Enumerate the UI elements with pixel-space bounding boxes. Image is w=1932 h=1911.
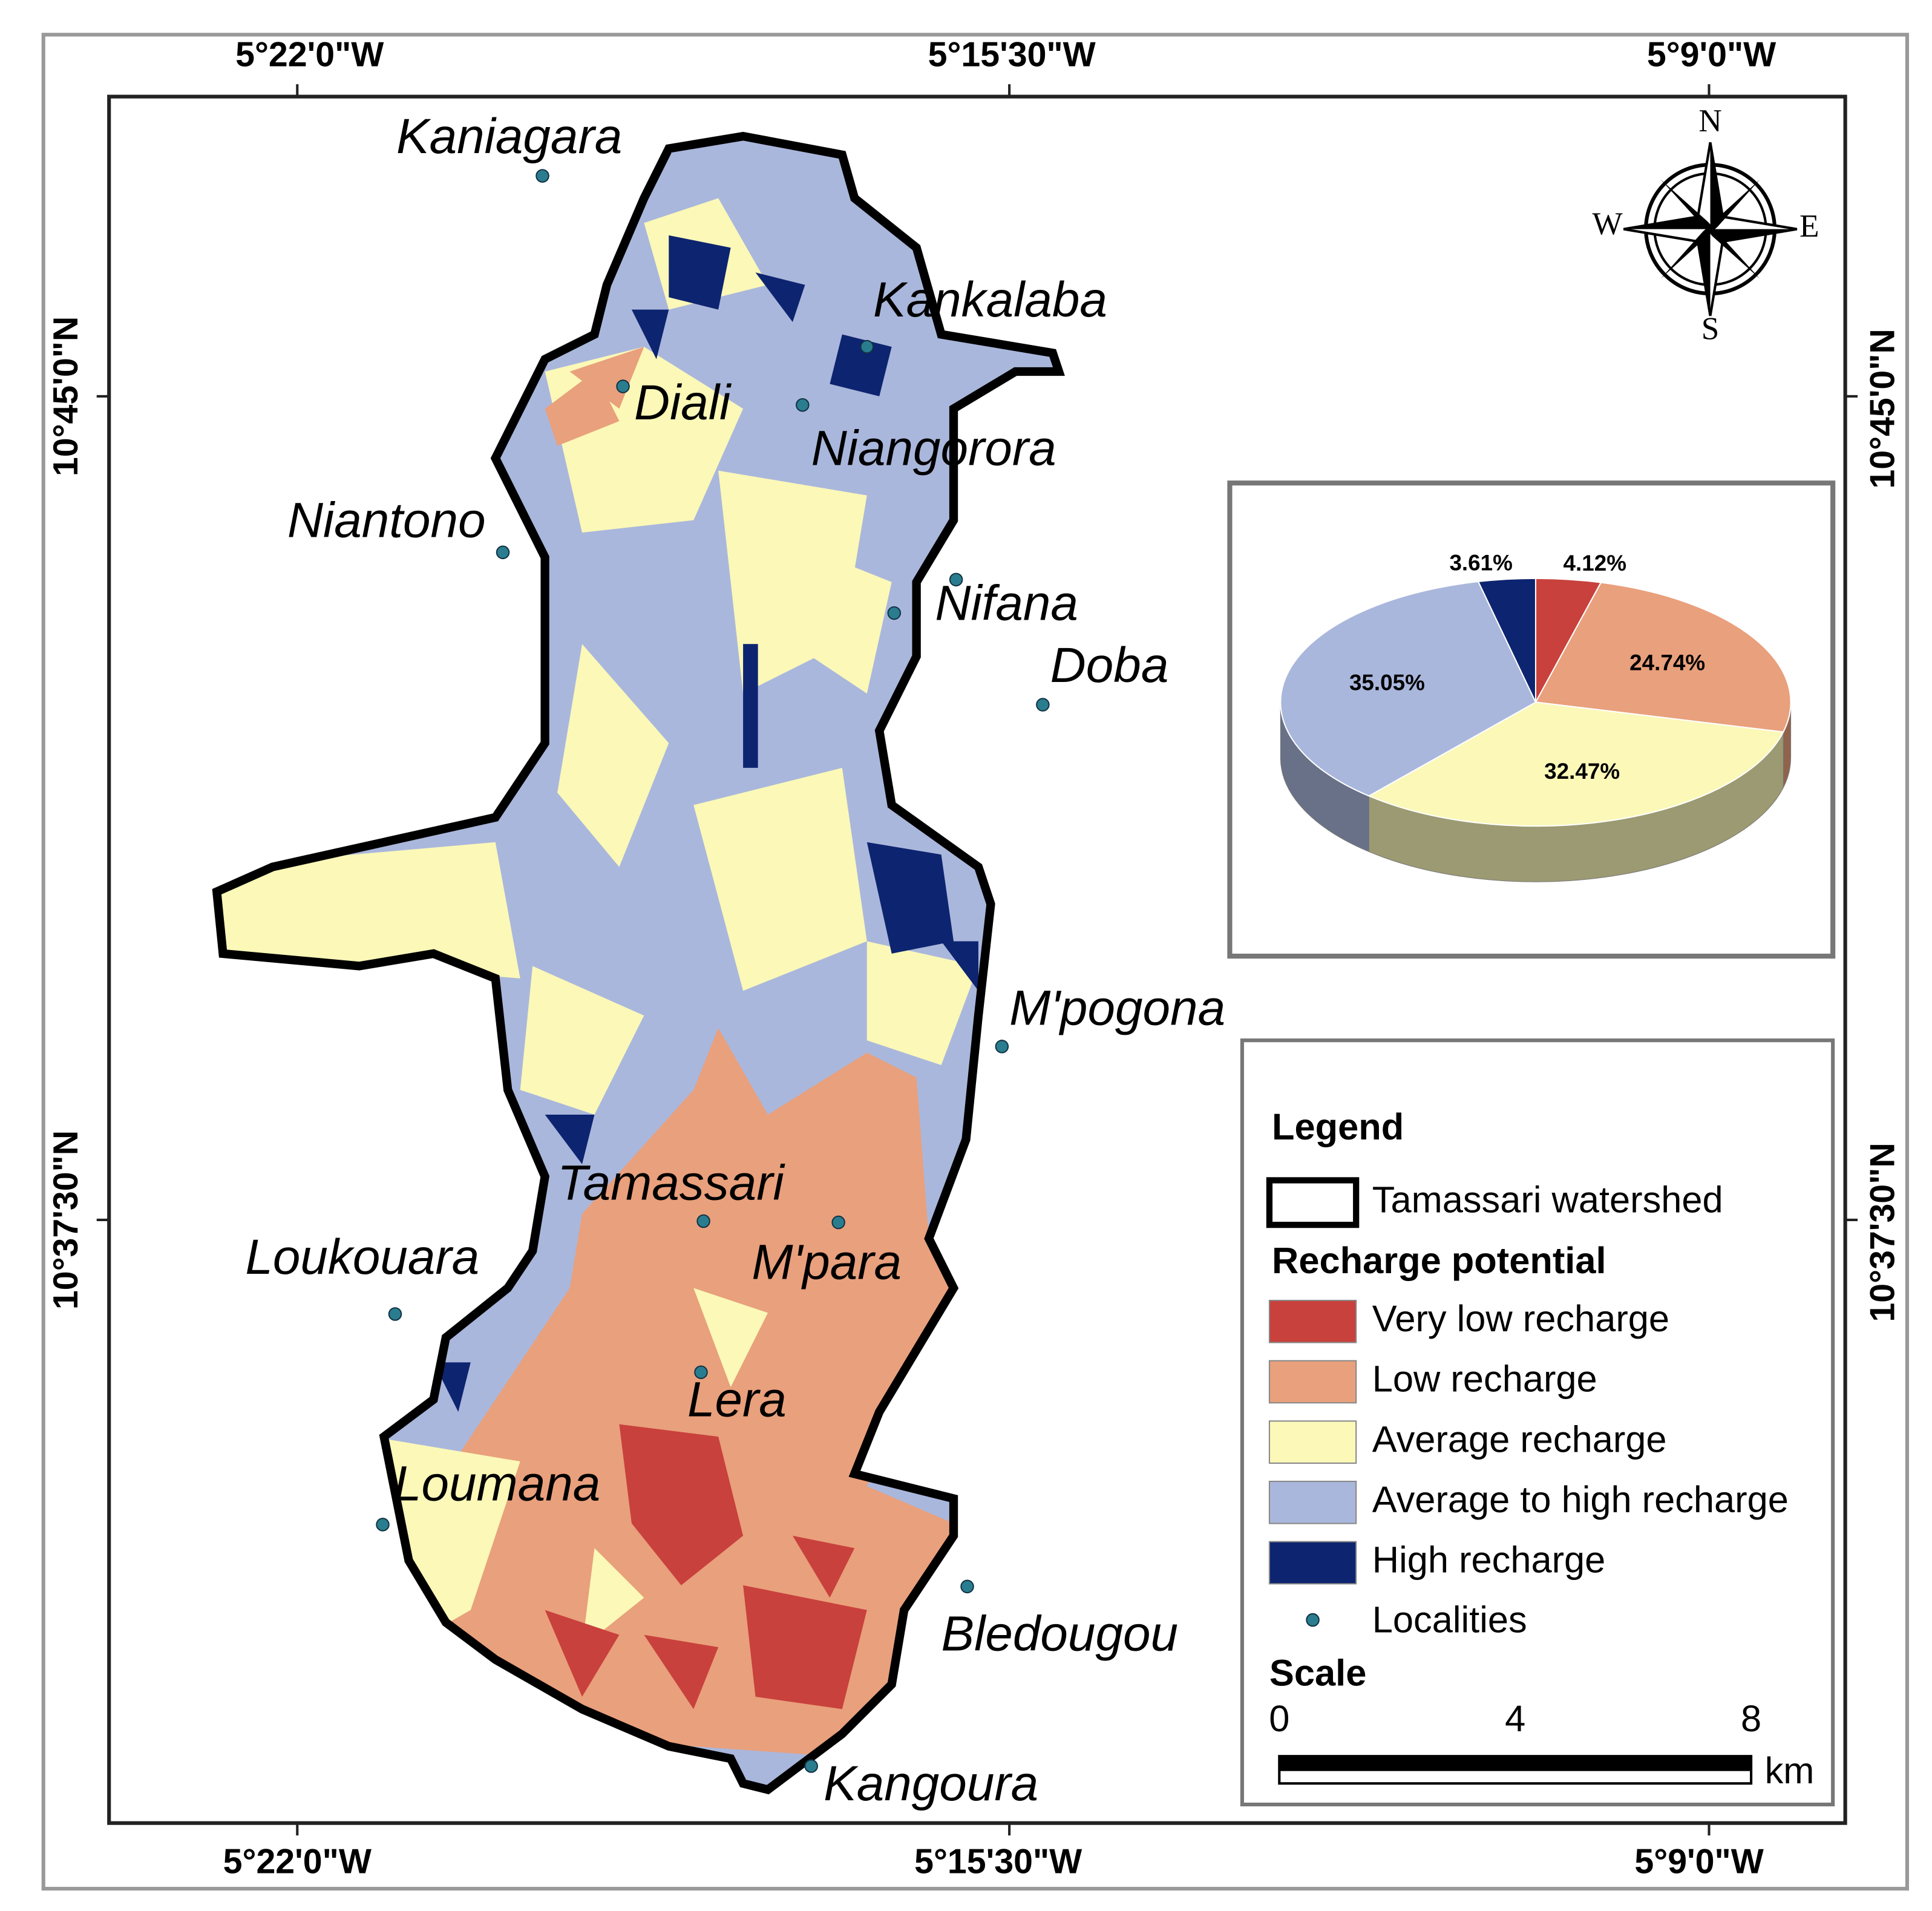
lon-label: 5°9'0"W [1647,35,1776,74]
locality-label: Nifana [935,575,1078,631]
locality-label: Kaniagara [396,109,622,164]
locality-label: Niangorora [811,421,1056,476]
legend-label: High recharge [1372,1539,1606,1581]
locality-dot [804,1759,818,1773]
locality-dot [694,1365,708,1379]
scale-tick-label: 0 [1269,1698,1289,1740]
locality-dot [388,1307,402,1321]
legend-label: Very low recharge [1372,1298,1669,1340]
lat-label: 10°37'30"N [47,1130,85,1310]
locality-label: M'para [752,1234,902,1290]
lon-label: 5°9'0"W [1634,1842,1764,1881]
locality-dot [376,1518,390,1532]
locality-dot [831,1215,845,1230]
locality-label: Loumana [394,1457,600,1512]
locality-dot [887,606,902,620]
locality-label: Doba [1050,638,1169,693]
locality-dot [1036,698,1050,712]
locality-symbol [1306,1613,1320,1627]
outer-frame [41,33,1910,1891]
locality-dot [860,339,874,354]
locality-label: Tamassari [557,1155,785,1210]
locality-label: Lera [687,1372,787,1427]
lat-label: 10°37'30"N [1863,1142,1902,1322]
compass-s: S [1701,311,1720,347]
pie-value-label: 32.47% [1544,759,1620,784]
lat-label: 10°45'0"N [1863,329,1902,488]
legend-swatch [1268,1541,1357,1585]
locality-dot [960,1579,974,1594]
pie-value-label: 35.05% [1349,670,1425,695]
locality-label: Bledougou [941,1606,1178,1661]
legend-swatch [1268,1480,1357,1524]
scale-tick-label: 4 [1505,1698,1525,1740]
legend-label: Average recharge [1372,1418,1667,1460]
compass [1623,142,1798,316]
legend-label: Tamassari watershed [1372,1179,1723,1221]
scale-tick-label: 8 [1741,1698,1761,1740]
scale-unit: km [1765,1750,1815,1792]
scale-title: Scale [1269,1652,1366,1694]
pie-value-label: 3.61% [1449,550,1512,575]
scale-bar [1279,1756,1752,1771]
pie-slice [1477,577,1536,703]
pie-value-label: 4.12% [1564,551,1626,575]
legend-group: Recharge potential [1272,1240,1606,1282]
locality-dot [616,379,630,393]
locality-label: Loukouara [245,1230,479,1285]
pie-slice [1280,580,1537,797]
lon-label: 5°22'0"W [235,35,384,74]
legend-swatch [1268,1420,1357,1464]
locality-label: M'pogona [1009,981,1225,1036]
legend-swatch [1268,1360,1357,1404]
locality-label: Kangoura [824,1756,1038,1811]
legend-label: Low recharge [1372,1359,1597,1400]
locality-dot [535,169,549,183]
lon-label: 5°15'30"W [928,35,1096,74]
locality-dot [796,398,810,412]
legend-label: Localities [1372,1599,1527,1641]
locality-dot [496,545,510,560]
pie-slice [1534,582,1792,733]
lon-label: 5°15'30"W [914,1842,1082,1881]
locality-dot [696,1214,710,1228]
pie-slice [1367,701,1784,827]
map-frame [107,94,1847,1825]
locality-label: Niantono [287,493,486,548]
pie-value-label: 24.74% [1629,651,1705,675]
compass-w: W [1593,206,1623,241]
legend-label: Average to high recharge [1372,1479,1789,1521]
compass-n: N [1698,103,1721,139]
lon-label: 5°22'0"W [223,1842,372,1881]
locality-label: Diali [634,375,732,430]
locality-dot [949,572,963,587]
lat-label: 10°45'0"N [47,316,85,476]
locality-label: Kankalaba [873,272,1107,327]
legend-swatch [1268,1299,1357,1343]
watershed-swatch [1266,1177,1360,1228]
compass-e: E [1799,208,1819,244]
legend-title: Legend [1272,1106,1404,1148]
locality-dot [995,1040,1009,1054]
